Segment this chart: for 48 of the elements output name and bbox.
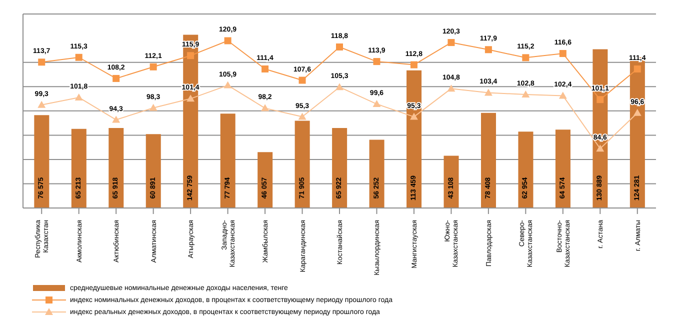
bar — [146, 134, 161, 208]
point — [261, 104, 270, 112]
bar — [518, 132, 534, 208]
point — [596, 96, 604, 104]
point — [336, 43, 343, 50]
point — [262, 65, 269, 72]
point — [38, 58, 46, 66]
bar — [480, 112, 496, 208]
bar — [34, 115, 50, 208]
point — [410, 112, 418, 120]
bar — [369, 140, 384, 208]
bar — [108, 128, 124, 208]
point — [224, 81, 232, 88]
point — [558, 92, 567, 99]
point — [298, 112, 306, 120]
bar — [71, 128, 86, 208]
point — [522, 90, 530, 98]
point — [186, 94, 195, 102]
point — [187, 52, 194, 60]
bar — [332, 128, 348, 208]
point — [633, 108, 642, 116]
point — [447, 84, 456, 92]
point — [484, 88, 492, 96]
point — [112, 116, 120, 123]
bar — [258, 152, 273, 208]
point — [522, 54, 530, 62]
point — [112, 74, 120, 82]
bar — [444, 156, 459, 208]
point — [150, 63, 157, 70]
point — [75, 54, 82, 61]
point — [298, 76, 306, 84]
bar — [555, 130, 570, 208]
point — [224, 37, 232, 44]
bar — [220, 114, 236, 208]
point — [559, 50, 566, 58]
bar — [406, 70, 422, 208]
point — [484, 46, 492, 54]
point — [38, 100, 46, 108]
point — [410, 61, 418, 68]
point — [372, 100, 381, 108]
point — [596, 144, 604, 152]
point — [149, 104, 158, 111]
point — [336, 83, 344, 90]
point — [634, 65, 641, 72]
bar — [294, 120, 310, 208]
point — [373, 58, 380, 66]
point — [448, 39, 455, 46]
point — [74, 93, 83, 100]
